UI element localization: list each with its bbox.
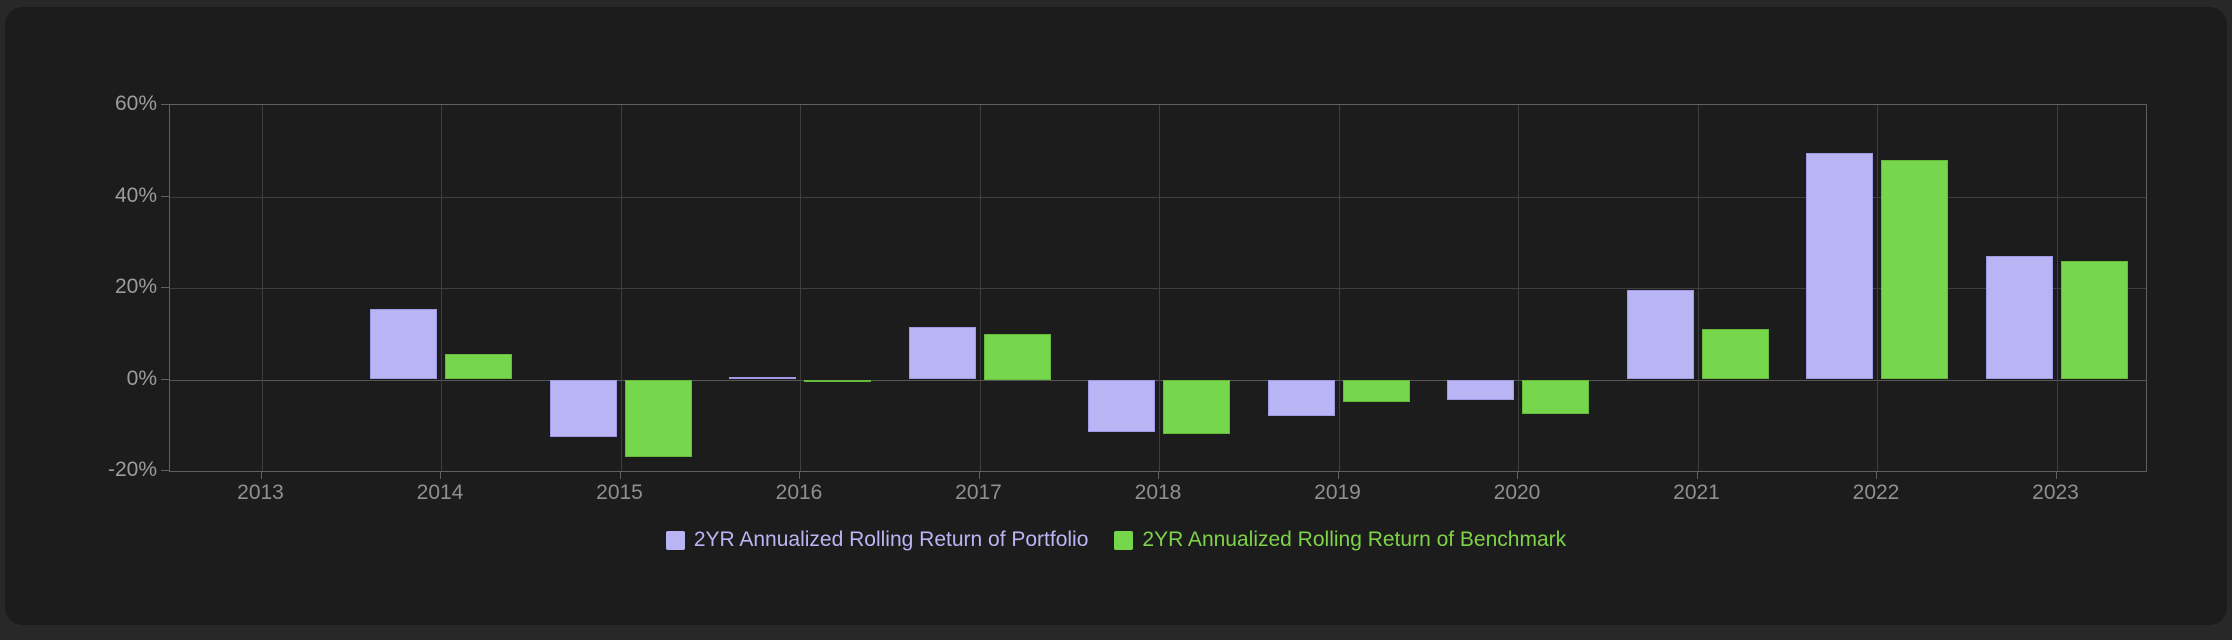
- gridline-v-2018: [1159, 105, 1160, 471]
- bar-benchmark-2022[interactable]: [1881, 159, 1948, 380]
- x-axis-tick-2013: [260, 471, 262, 479]
- gridline-v-2017: [979, 105, 981, 471]
- gridline-v-2020: [1518, 105, 1519, 471]
- gridline-v-2022: [1877, 105, 1878, 471]
- legend-swatch-portfolio: [665, 530, 685, 550]
- bar-portfolio-2016[interactable]: [729, 377, 796, 380]
- bar-benchmark-2019[interactable]: [1342, 379, 1410, 403]
- x-axis-label-2022: 2022: [1852, 481, 1900, 504]
- x-axis-tick-2020: [1517, 471, 1518, 479]
- bar-benchmark-2020[interactable]: [1522, 379, 1589, 414]
- y-axis-tick-60: [161, 104, 169, 105]
- y-axis-tick--20: [161, 470, 169, 471]
- x-axis-tick-2016: [799, 471, 800, 479]
- bar-portfolio-2023[interactable]: [1985, 255, 2053, 380]
- gridline-h-20: [170, 288, 2146, 289]
- y-axis-label--20: -20%: [107, 458, 157, 481]
- legend-swatch-benchmark: [1114, 530, 1134, 550]
- x-axis-label-2020: 2020: [1493, 481, 1541, 504]
- bar-portfolio-2020[interactable]: [1447, 379, 1514, 401]
- y-axis-label-60: 60%: [114, 92, 157, 115]
- gridline-v-2021: [1697, 105, 1699, 471]
- x-axis-label-2023: 2023: [2032, 481, 2079, 504]
- x-axis-label-2017: 2017: [955, 481, 1002, 504]
- gridline-v-2015: [620, 105, 622, 471]
- x-axis-label-2013: 2013: [237, 481, 284, 504]
- legend-label-benchmark: 2YR Annualized Rolling Return of Benchma…: [1142, 528, 1567, 551]
- legend-item-portfolio[interactable]: 2YR Annualized Rolling Return of Portfol…: [665, 528, 1089, 552]
- x-axis-tick-2019: [1337, 471, 1339, 479]
- bar-benchmark-2014[interactable]: [445, 354, 512, 380]
- x-axis-label-2021: 2021: [1673, 481, 1720, 504]
- bar-portfolio-2022[interactable]: [1806, 153, 1873, 380]
- bar-benchmark-2016[interactable]: [804, 379, 871, 382]
- x-axis-tick-2021: [1696, 471, 1698, 479]
- bar-benchmark-2023[interactable]: [2060, 260, 2128, 380]
- bar-benchmark-2017[interactable]: [983, 333, 1051, 380]
- y-axis-tick-40: [161, 195, 169, 197]
- bar-benchmark-2018[interactable]: [1163, 379, 1230, 435]
- y-axis-label-20: 20%: [114, 275, 157, 298]
- gridline-v-2023: [2056, 105, 2058, 471]
- plot-area: [169, 104, 2147, 472]
- gridline-v-2016: [800, 105, 801, 471]
- y-axis-label-40: 40%: [114, 183, 157, 207]
- gridline-h-40: [170, 196, 2146, 198]
- bar-portfolio-2015[interactable]: [549, 379, 617, 437]
- gridline-v-2019: [1338, 105, 1340, 471]
- legend-item-benchmark[interactable]: 2YR Annualized Rolling Return of Benchma…: [1114, 528, 1566, 552]
- bar-portfolio-2017[interactable]: [908, 326, 976, 380]
- gridline-v-2014: [441, 105, 442, 471]
- x-axis-tick-2017: [978, 471, 980, 479]
- x-axis-label-2019: 2019: [1314, 481, 1361, 504]
- x-axis-label-2016: 2016: [775, 481, 823, 504]
- legend-label-portfolio: 2YR Annualized Rolling Return of Portfol…: [693, 528, 1089, 551]
- x-axis-label-2018: 2018: [1134, 481, 1182, 504]
- x-axis-label-2015: 2015: [596, 481, 643, 504]
- y-axis-tick-20: [161, 287, 169, 288]
- x-axis-tick-2014: [440, 471, 441, 479]
- bar-portfolio-2018[interactable]: [1088, 379, 1155, 433]
- bar-portfolio-2014[interactable]: [370, 308, 437, 380]
- x-axis-tick-2018: [1158, 471, 1159, 479]
- x-axis-tick-2023: [2055, 471, 2057, 479]
- gridline-v-2013: [261, 105, 263, 471]
- y-axis-label-0: 0%: [126, 366, 157, 390]
- chart-panel: 60% 40% 20% 0% -20% 2013 2014 2015 2016 2017 2018 2…: [5, 7, 2227, 625]
- x-axis-label-2014: 2014: [416, 481, 464, 504]
- bar-benchmark-2015[interactable]: [624, 379, 692, 458]
- bar-portfolio-2021[interactable]: [1626, 290, 1694, 380]
- bar-benchmark-2021[interactable]: [1701, 329, 1769, 380]
- bar-portfolio-2019[interactable]: [1267, 379, 1335, 417]
- gridline-h-0: [170, 379, 2146, 381]
- chart-legend: 2YR Annualized Rolling Return of Portfol…: [5, 528, 2227, 552]
- y-axis-tick-0: [161, 378, 169, 380]
- x-axis-tick-2022: [1876, 471, 1877, 479]
- x-axis-tick-2015: [619, 471, 621, 479]
